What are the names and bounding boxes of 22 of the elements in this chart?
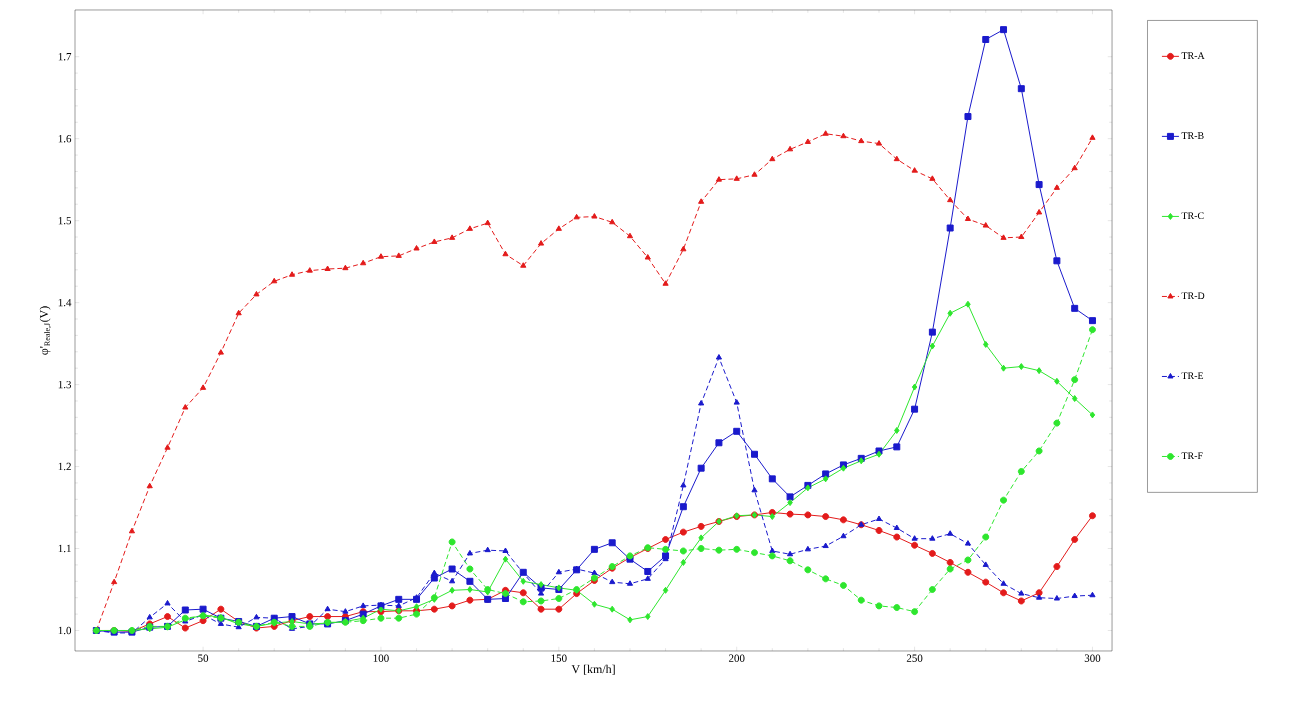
y-tick-label: 1.4 [58,298,72,307]
x-tick-label: 200 [728,654,745,662]
legend-label: TR-D [1181,292,1205,299]
legend-label: TR-A [1181,52,1205,59]
legend-label: TR-C [1181,212,1204,220]
y-tick-label: 1.1 [58,544,71,553]
x-tick-label: 50 [198,654,209,662]
y-tick-label: 1.5 [58,216,72,225]
y-tick-label: 1.2 [58,462,71,471]
y-tick-label: 1.7 [58,53,72,61]
y-axis-title: φ'$_{Reale,J}$(V) [39,306,51,355]
legend-label: TR-B [1181,132,1204,139]
x-tick-label: 100 [373,654,389,662]
x-tick-label: 150 [551,654,567,662]
x-tick-label: 250 [906,654,923,662]
x-axis-title: V [km/h] [571,664,615,675]
y-tick-label: 1.0 [58,626,72,635]
y-tick-label: 1.6 [58,134,72,143]
legend-label: TR-F [1181,452,1203,459]
legend-label: TR-E [1181,372,1204,379]
x-tick-label: 300 [1084,654,1101,662]
y-tick-label: 1.3 [58,380,72,389]
